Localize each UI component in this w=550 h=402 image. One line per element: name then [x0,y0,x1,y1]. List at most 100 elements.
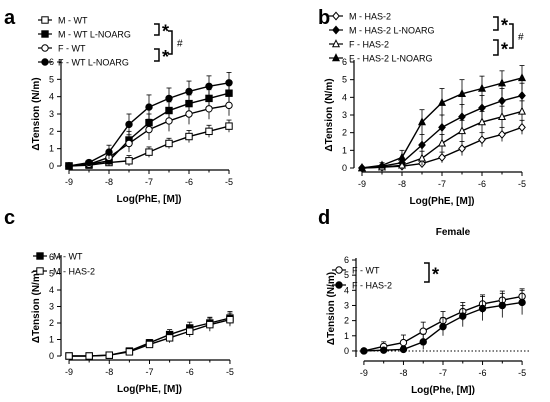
data-point [125,120,133,129]
legend-label: F - HAS-2 [352,281,392,291]
y-tick-label: 3 [49,302,54,312]
data-point [145,125,153,134]
data-point [437,97,447,106]
data-point [185,132,193,141]
significance-star: * [501,40,508,60]
series-line [69,317,231,357]
panel-letter: a [4,7,16,29]
y-tick-label: 0 [49,351,54,361]
data-point [477,117,487,126]
significance-star: * [432,265,439,285]
x-tick-label: -9 [65,177,73,187]
data-point [360,347,368,355]
data-point [419,327,427,335]
data-point [226,316,234,324]
legend-label: F - WT [58,44,86,54]
data-point [206,320,214,329]
data-point [125,348,134,356]
y-tick-label: 6 [342,57,347,67]
y-tick-label: 0 [49,161,54,171]
y-axis-title: ΔTension (N/m) [324,78,335,151]
series-4 [65,72,233,170]
panel-letter: c [4,207,15,229]
data-point [205,127,213,136]
y-tick-label: 4 [344,285,349,295]
significance-star: * [162,47,169,67]
significance-star: * [162,22,169,42]
significance-bracket [424,262,430,283]
x-tick-label: -7 [145,177,153,187]
y-tick-label: 2 [344,316,349,326]
data-point [185,87,193,96]
significance-hash: # [518,32,524,43]
x-tick-label: -8 [398,179,406,189]
data-point [377,160,387,169]
x-axis-title: Log(PhE, [M]) [410,196,475,207]
legend-label: F - WT [352,266,380,276]
y-tick-label: 3 [344,300,349,310]
chart-panel-d: d Female 0 1 2 3 4 5 6 -9 -8 -7 -6 -5 Log(Phe, [M]) ΔTe… [318,207,530,396]
y-tick-label: 0 [342,163,347,173]
data-point [85,352,93,360]
x-tick-label: -6 [186,367,194,377]
legend-label: M - WT [53,252,83,262]
data-point [439,322,447,331]
legend-marker [332,25,340,35]
legend-marker [335,281,343,289]
chart-panel-b: b 0 1 2 3 4 5 6 -9 -8 -7 -6 -5 Log(PhE, [M]) ΔTension … [318,7,527,207]
data-point [458,112,466,122]
data-point [225,79,233,87]
y-tick-label: 1 [342,145,347,155]
legend-marker [335,266,343,274]
legend-marker [331,53,341,62]
series-line [69,319,231,357]
y-tick-label: 1 [49,144,54,154]
data-point [185,110,193,118]
y-tick-label: 5 [342,75,347,85]
y-axis-title: ΔTension (N/m) [31,77,42,150]
data-point [457,126,467,135]
legend-label: F - HAS-2 [349,40,389,50]
legend-label: M - WT L-NOARG [58,30,131,40]
data-point [225,122,233,130]
y-tick-label: 5 [344,270,349,280]
y-tick-label: 2 [49,318,54,328]
legend-marker [41,44,49,52]
data-point [205,105,213,113]
y-tick-label: 2 [342,128,347,138]
x-tick-label: -5 [226,367,234,377]
data-point [518,91,526,101]
data-point [457,88,467,97]
x-axis-title: Log(PhE, [M]) [117,384,182,395]
data-point [165,334,174,342]
data-point [438,122,446,132]
data-point [145,148,153,156]
y-tick-label: 6 [49,252,54,262]
series-1 [65,311,234,360]
x-tick-label: -8 [105,177,113,187]
legend-marker [332,11,340,21]
data-point [397,152,407,161]
legend-marker [41,16,49,24]
legend-label: M - HAS-2 [53,267,95,277]
x-tick-label: -5 [518,368,526,378]
series-2 [65,312,234,360]
significance-bracket [509,23,514,49]
x-tick-label: -7 [145,367,153,377]
legend-label: M - WT [58,16,88,26]
data-point [498,129,506,139]
data-point [105,148,113,156]
significance-star: * [501,16,508,36]
data-point [418,140,426,150]
significance-bracket [493,16,499,31]
data-point [518,298,526,307]
data-point [65,352,73,360]
legend-label: M - HAS-2 [349,12,391,22]
y-tick-label: 4 [49,92,54,102]
legend-marker [36,252,44,260]
data-point [437,138,447,147]
x-tick-label: -6 [479,368,487,378]
data-point [458,144,466,154]
significance-bracket [168,30,173,55]
